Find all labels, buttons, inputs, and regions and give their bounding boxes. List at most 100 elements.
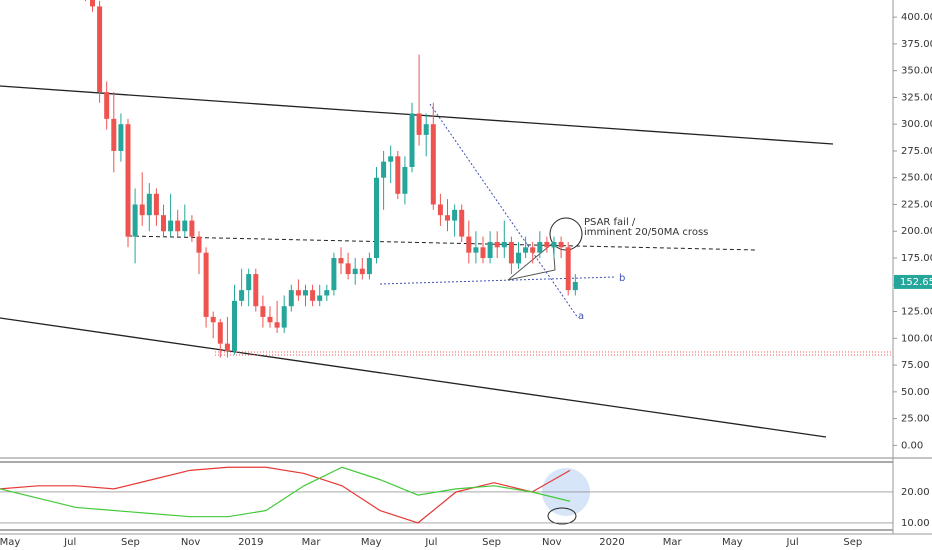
candle-body xyxy=(217,322,223,344)
candle-body xyxy=(366,258,372,275)
candle-body xyxy=(409,113,415,168)
candle-body xyxy=(146,193,152,216)
candle-body xyxy=(473,247,479,253)
highlight-ellipse xyxy=(547,507,577,525)
candle-body xyxy=(388,156,394,162)
x-tick-label: Nov xyxy=(181,537,201,548)
candle-body xyxy=(175,220,181,232)
candle-body xyxy=(544,241,550,248)
candle-body xyxy=(132,204,138,237)
x-tick-label: Nov xyxy=(542,537,562,548)
x-tick-label: May xyxy=(722,537,743,548)
candle-body xyxy=(494,241,500,248)
candle-body xyxy=(537,241,543,253)
annotation: a xyxy=(578,311,584,322)
indicator xyxy=(0,466,571,524)
x-tick-label: Jul xyxy=(786,537,799,548)
candle-body xyxy=(97,6,103,93)
candle-body xyxy=(310,290,316,301)
y-tick-label: 175.00 xyxy=(901,253,932,264)
candle-body xyxy=(253,274,259,307)
y-tick-label: 0.00 xyxy=(901,440,923,451)
trend-b xyxy=(379,276,616,285)
candle-body xyxy=(359,268,365,275)
candle-body xyxy=(430,124,436,205)
candle-body xyxy=(487,241,493,259)
candle-body xyxy=(480,247,486,259)
indicator-line xyxy=(0,466,571,524)
candle-body xyxy=(437,204,443,216)
candle-body xyxy=(551,241,557,248)
candle-body xyxy=(516,252,521,264)
candles xyxy=(84,0,578,358)
candle-body xyxy=(381,161,387,178)
y-tick-label: 250.00 xyxy=(901,173,932,184)
candle-body xyxy=(416,113,422,135)
candle-body xyxy=(111,118,117,151)
candle-body xyxy=(459,209,465,237)
annotation: imminent 20/50MA cross xyxy=(584,227,708,238)
candle-body xyxy=(345,263,351,275)
candle-body xyxy=(274,322,280,328)
x-tick-label: 2020 xyxy=(599,537,624,548)
y-tick-label: 375.00 xyxy=(901,39,932,50)
annotation: PSAR fail / xyxy=(584,217,636,228)
candle-body xyxy=(295,290,301,296)
candle-body xyxy=(239,290,245,301)
candle-body xyxy=(303,290,308,296)
candle-body xyxy=(189,220,195,237)
drawings xyxy=(0,85,893,438)
candle-body xyxy=(168,220,174,232)
candle-body xyxy=(267,316,273,323)
candle-body xyxy=(572,281,578,291)
candle-body xyxy=(317,295,323,301)
candle-body xyxy=(224,343,230,352)
y-tick-label: 10.00 xyxy=(901,518,930,529)
candle-body xyxy=(530,247,536,253)
candle-body xyxy=(232,300,237,352)
y-tick-label: 50.00 xyxy=(901,387,930,398)
candle-body xyxy=(558,241,564,248)
candle-body xyxy=(260,306,266,317)
x-tick-label: May xyxy=(361,537,382,548)
y-tick-label: 25.00 xyxy=(901,414,930,425)
x-tick-label: Sep xyxy=(843,537,862,548)
y-tick-label: 125.00 xyxy=(901,307,932,318)
candle-body xyxy=(210,316,216,323)
candle-body xyxy=(153,193,159,216)
candle-body xyxy=(281,306,287,328)
channel-upper xyxy=(0,85,834,145)
x-tick-label: Sep xyxy=(482,537,501,548)
candle-body xyxy=(90,0,95,7)
last-price-tag xyxy=(894,274,932,289)
y-tick-label: 20.00 xyxy=(901,487,930,498)
y-tick-label: 350.00 xyxy=(901,66,932,77)
candle-body xyxy=(523,247,529,253)
candle-body xyxy=(402,167,408,194)
candle-body xyxy=(452,209,458,221)
trend-a xyxy=(429,103,579,319)
y-tick-label: 300.00 xyxy=(901,119,932,130)
y-tick-label: 325.00 xyxy=(901,92,932,103)
y-tick-label: 400.00 xyxy=(901,12,932,23)
dashed-level xyxy=(127,235,758,251)
candle-body xyxy=(445,215,450,221)
candle-body xyxy=(395,156,401,194)
y-tick-label: 100.00 xyxy=(901,333,932,344)
candle-body xyxy=(196,236,202,253)
last-price-label: 152.65 xyxy=(900,277,932,288)
candle-body xyxy=(423,124,429,135)
x-tick-label: Mar xyxy=(302,537,322,548)
candle-body xyxy=(565,247,571,291)
candle-body xyxy=(338,258,344,264)
y-tick-label: 200.00 xyxy=(901,226,932,237)
candle-body xyxy=(501,241,507,248)
x-tick-label: Mar xyxy=(663,537,683,548)
candle-body xyxy=(203,252,209,317)
candle-body xyxy=(324,290,330,296)
candle-body xyxy=(331,258,337,291)
candle-body xyxy=(118,124,124,151)
indicator-line xyxy=(0,466,571,518)
candle-body xyxy=(374,177,379,259)
